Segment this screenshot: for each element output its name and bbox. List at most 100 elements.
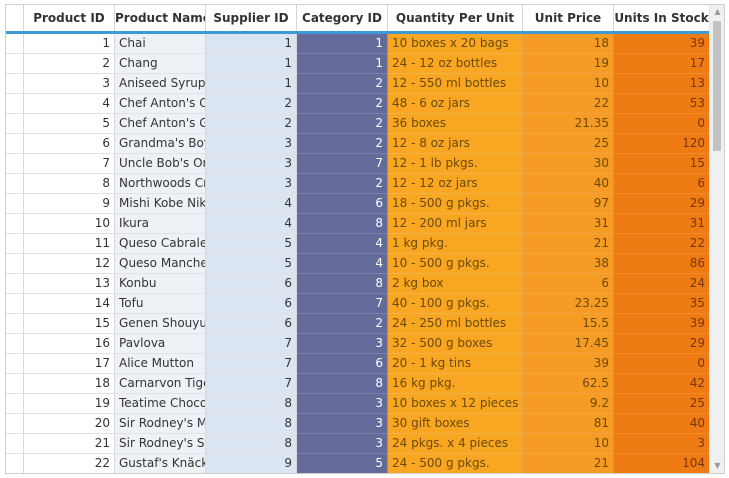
cell-product-id[interactable]: 16 xyxy=(24,334,115,354)
cell-units-in-stock[interactable]: 0 xyxy=(614,114,709,134)
cell-category-id[interactable]: 3 xyxy=(297,334,388,354)
cell-supplier-id[interactable]: 1 xyxy=(206,74,297,94)
cell-product-name[interactable]: Tofu xyxy=(115,294,206,314)
cell-units-in-stock[interactable]: 35 xyxy=(614,294,709,314)
table-row[interactable]: 3 Aniseed Syrup 1 2 12 - 550 ml bottles 10 13 xyxy=(6,74,709,94)
cell-supplier-id[interactable]: 5 xyxy=(206,234,297,254)
row-selector[interactable] xyxy=(6,54,24,74)
cell-quantity-per-unit[interactable]: 24 pkgs. x 4 pieces xyxy=(388,434,523,454)
cell-supplier-id[interactable]: 5 xyxy=(206,254,297,274)
cell-supplier-id[interactable]: 1 xyxy=(206,54,297,74)
cell-unit-price[interactable]: 23.25 xyxy=(523,294,614,314)
cell-product-id[interactable]: 4 xyxy=(24,94,115,114)
cell-unit-price[interactable]: 21.35 xyxy=(523,114,614,134)
cell-quantity-per-unit[interactable]: 12 - 200 ml jars xyxy=(388,214,523,234)
cell-quantity-per-unit[interactable]: 10 boxes x 20 bags xyxy=(388,34,523,54)
column-header-unit-price[interactable]: Unit Price xyxy=(523,5,614,31)
cell-supplier-id[interactable]: 8 xyxy=(206,434,297,454)
cell-product-name[interactable]: Pavlova xyxy=(115,334,206,354)
cell-product-id[interactable]: 6 xyxy=(24,134,115,154)
cell-units-in-stock[interactable]: 29 xyxy=(614,194,709,214)
cell-units-in-stock[interactable]: 39 xyxy=(614,34,709,54)
vertical-scrollbar[interactable]: ▲ ▼ xyxy=(709,5,724,473)
cell-category-id[interactable]: 1 xyxy=(297,34,388,54)
cell-supplier-id[interactable]: 4 xyxy=(206,194,297,214)
row-selector[interactable] xyxy=(6,194,24,214)
table-row[interactable]: 10 Ikura 4 8 12 - 200 ml jars 31 31 xyxy=(6,214,709,234)
table-row[interactable]: 22 Gustaf's Knäck 9 5 24 - 500 g pkgs. 21 104 xyxy=(6,454,709,473)
cell-quantity-per-unit[interactable]: 12 - 550 ml bottles xyxy=(388,74,523,94)
cell-product-name[interactable]: Konbu xyxy=(115,274,206,294)
cell-supplier-id[interactable]: 6 xyxy=(206,274,297,294)
cell-product-name[interactable]: Mishi Kobe Nik xyxy=(115,194,206,214)
table-row[interactable]: 6 Grandma's Boy 3 2 12 - 8 oz jars 25 120 xyxy=(6,134,709,154)
row-selector[interactable] xyxy=(6,434,24,454)
cell-unit-price[interactable]: 97 xyxy=(523,194,614,214)
cell-units-in-stock[interactable]: 29 xyxy=(614,334,709,354)
cell-product-name[interactable]: Chai xyxy=(115,34,206,54)
cell-quantity-per-unit[interactable]: 24 - 250 ml bottles xyxy=(388,314,523,334)
cell-category-id[interactable]: 6 xyxy=(297,354,388,374)
cell-units-in-stock[interactable]: 3 xyxy=(614,434,709,454)
cell-category-id[interactable]: 8 xyxy=(297,374,388,394)
column-header-quantity-per-unit[interactable]: Quantity Per Unit xyxy=(388,5,523,31)
cell-category-id[interactable]: 2 xyxy=(297,314,388,334)
cell-quantity-per-unit[interactable]: 30 gift boxes xyxy=(388,414,523,434)
row-selector[interactable] xyxy=(6,454,24,473)
cell-supplier-id[interactable]: 3 xyxy=(206,174,297,194)
cell-unit-price[interactable]: 10 xyxy=(523,434,614,454)
table-row[interactable]: 11 Queso Cabrale 5 4 1 kg pkg. 21 22 xyxy=(6,234,709,254)
row-selector[interactable] xyxy=(6,34,24,54)
cell-supplier-id[interactable]: 6 xyxy=(206,314,297,334)
table-row[interactable]: 12 Queso Manche 5 4 10 - 500 g pkgs. 38 86 xyxy=(6,254,709,274)
table-row[interactable]: 5 Chef Anton's G 2 2 36 boxes 21.35 0 xyxy=(6,114,709,134)
table-row[interactable]: 14 Tofu 6 7 40 - 100 g pkgs. 23.25 35 xyxy=(6,294,709,314)
cell-supplier-id[interactable]: 2 xyxy=(206,94,297,114)
cell-product-id[interactable]: 10 xyxy=(24,214,115,234)
cell-category-id[interactable]: 7 xyxy=(297,294,388,314)
row-selector[interactable] xyxy=(6,74,24,94)
row-selector[interactable] xyxy=(6,374,24,394)
cell-quantity-per-unit[interactable]: 36 boxes xyxy=(388,114,523,134)
cell-unit-price[interactable]: 22 xyxy=(523,94,614,114)
cell-category-id[interactable]: 4 xyxy=(297,254,388,274)
table-row[interactable]: 20 Sir Rodney's M 8 3 30 gift boxes 81 40 xyxy=(6,414,709,434)
cell-units-in-stock[interactable]: 15 xyxy=(614,154,709,174)
cell-product-id[interactable]: 17 xyxy=(24,354,115,374)
cell-category-id[interactable]: 3 xyxy=(297,394,388,414)
cell-quantity-per-unit[interactable]: 10 - 500 g pkgs. xyxy=(388,254,523,274)
cell-category-id[interactable]: 6 xyxy=(297,194,388,214)
cell-product-name[interactable]: Alice Mutton xyxy=(115,354,206,374)
table-row[interactable]: 15 Genen Shouyu 6 2 24 - 250 ml bottles 15.5 3… xyxy=(6,314,709,334)
cell-category-id[interactable]: 4 xyxy=(297,234,388,254)
cell-supplier-id[interactable]: 2 xyxy=(206,114,297,134)
cell-unit-price[interactable]: 21 xyxy=(523,454,614,473)
cell-units-in-stock[interactable]: 0 xyxy=(614,354,709,374)
cell-unit-price[interactable]: 31 xyxy=(523,214,614,234)
cell-product-id[interactable]: 5 xyxy=(24,114,115,134)
cell-unit-price[interactable]: 6 xyxy=(523,274,614,294)
cell-product-name[interactable]: Genen Shouyu xyxy=(115,314,206,334)
cell-product-id[interactable]: 21 xyxy=(24,434,115,454)
cell-supplier-id[interactable]: 6 xyxy=(206,294,297,314)
cell-units-in-stock[interactable]: 22 xyxy=(614,234,709,254)
cell-supplier-id[interactable]: 7 xyxy=(206,374,297,394)
cell-supplier-id[interactable]: 3 xyxy=(206,154,297,174)
cell-category-id[interactable]: 8 xyxy=(297,274,388,294)
row-selector[interactable] xyxy=(6,294,24,314)
cell-product-id[interactable]: 14 xyxy=(24,294,115,314)
cell-unit-price[interactable]: 21 xyxy=(523,234,614,254)
cell-category-id[interactable]: 2 xyxy=(297,174,388,194)
cell-quantity-per-unit[interactable]: 12 - 1 lb pkgs. xyxy=(388,154,523,174)
cell-product-id[interactable]: 20 xyxy=(24,414,115,434)
cell-quantity-per-unit[interactable]: 18 - 500 g pkgs. xyxy=(388,194,523,214)
cell-units-in-stock[interactable]: 104 xyxy=(614,454,709,473)
cell-unit-price[interactable]: 10 xyxy=(523,74,614,94)
cell-quantity-per-unit[interactable]: 32 - 500 g boxes xyxy=(388,334,523,354)
cell-category-id[interactable]: 1 xyxy=(297,54,388,74)
cell-product-name[interactable]: Sir Rodney's M xyxy=(115,414,206,434)
scroll-up-arrow-icon[interactable]: ▲ xyxy=(714,7,721,16)
cell-quantity-per-unit[interactable]: 40 - 100 g pkgs. xyxy=(388,294,523,314)
cell-quantity-per-unit[interactable]: 12 - 8 oz jars xyxy=(388,134,523,154)
cell-units-in-stock[interactable]: 53 xyxy=(614,94,709,114)
